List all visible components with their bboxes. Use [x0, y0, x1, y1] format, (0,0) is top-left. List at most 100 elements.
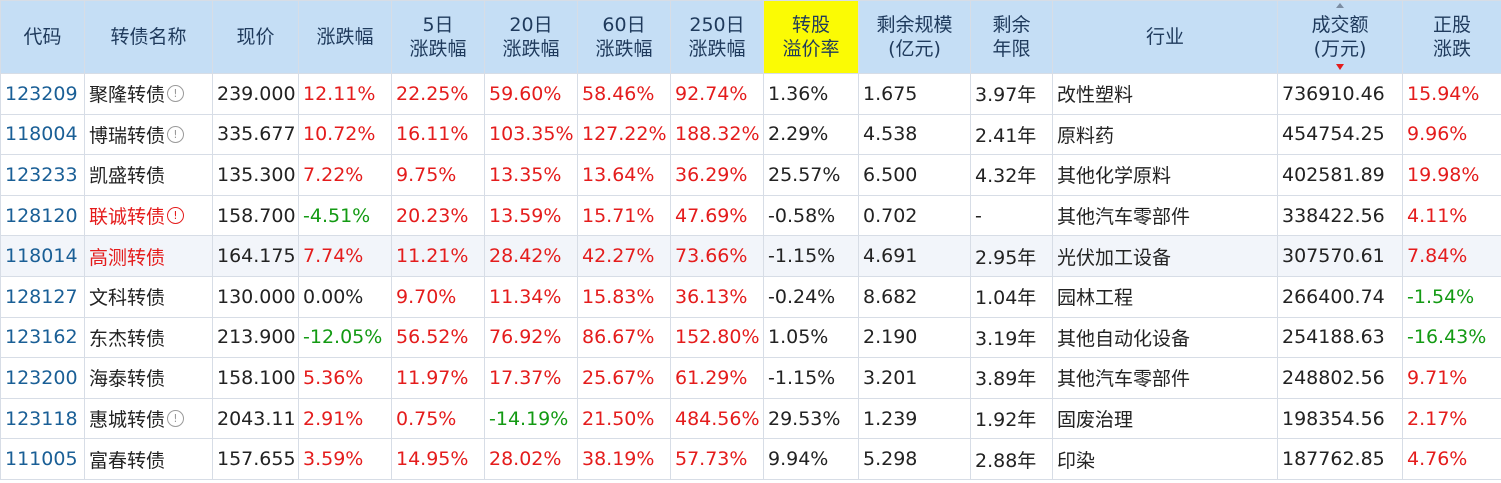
cell-name[interactable]: 文科转债: [84, 275, 213, 318]
cell-code[interactable]: 118014: [0, 235, 85, 277]
bond-name-link[interactable]: 富春转债: [89, 449, 166, 472]
cell-chg250: 152.80%: [670, 316, 764, 359]
bond-name-link[interactable]: 博瑞转债: [89, 124, 166, 147]
cell-volume: 187762.85: [1277, 438, 1403, 480]
bond-name-link[interactable]: 聚隆转债: [89, 84, 166, 107]
cell-code[interactable]: 111005: [0, 438, 85, 480]
cell-name[interactable]: 富春转债: [84, 438, 213, 480]
cell-name[interactable]: 聚隆转债!: [84, 73, 213, 115]
cell-code[interactable]: 123200: [0, 357, 85, 399]
bond-code-link[interactable]: 123162: [5, 326, 78, 349]
bond-name-link[interactable]: 惠城转债: [89, 409, 166, 432]
bond-code-link[interactable]: 123118: [5, 407, 78, 430]
table-row[interactable]: 128120 联诚转债! 158.700 -4.51% 20.23% 13.59% 15.7…: [0, 194, 1501, 237]
table-row[interactable]: 123209 聚隆转债! 239.000 12.11% 22.25% 59.60% 58.4…: [0, 73, 1501, 115]
header-term[interactable]: 剩余 年限: [970, 0, 1053, 74]
sort-up-icon[interactable]: [1336, 3, 1344, 8]
table-row[interactable]: 111005 富春转债 157.655 3.59% 14.95% 28.02% 38.19%…: [0, 438, 1501, 480]
cell-chg5: 16.11%: [391, 113, 485, 156]
bond-name-link[interactable]: 海泰转债: [89, 368, 166, 391]
header-volume[interactable]: 成交额 (万元): [1277, 0, 1403, 74]
bond-code-link[interactable]: 111005: [5, 448, 78, 471]
cell-name[interactable]: 博瑞转债!: [84, 113, 213, 156]
table-row[interactable]: 128127 文科转债 130.000 0.00% 9.70% 11.34% 15.83% 3…: [0, 275, 1501, 318]
header-chg20-line1: 20日: [509, 14, 553, 36]
scale-value: 3.201: [863, 366, 918, 389]
header-name[interactable]: 转债名称: [84, 0, 213, 74]
header-chg5[interactable]: 5日 涨跌幅: [391, 0, 485, 74]
cell-premium: 1.05%: [763, 316, 859, 359]
cell-name[interactable]: 海泰转债: [84, 357, 213, 399]
volume-value: 454754.25: [1282, 123, 1385, 146]
premium-value: 2.29%: [768, 123, 829, 146]
cell-change: 5.36%: [298, 357, 392, 399]
header-premium[interactable]: 转股 溢价率: [763, 0, 859, 74]
header-chg20[interactable]: 20日 涨跌幅: [484, 0, 578, 74]
table-body: 123209 聚隆转债! 239.000 12.11% 22.25% 59.60% 58.4…: [0, 73, 1501, 480]
cell-name[interactable]: 东杰转债: [84, 316, 213, 359]
cell-name[interactable]: 高测转债: [84, 235, 213, 277]
cell-name[interactable]: 联诚转债!: [84, 194, 213, 237]
info-icon[interactable]: !: [167, 410, 185, 428]
bond-name-link[interactable]: 高测转债: [89, 246, 166, 269]
table-row[interactable]: 123233 凯盛转债 135.300 7.22% 9.75% 13.35% 13.64% 3…: [0, 154, 1501, 196]
header-stock[interactable]: 正股 涨跌: [1402, 0, 1501, 74]
cell-chg5: 9.70%: [391, 275, 485, 318]
cell-code[interactable]: 123118: [0, 397, 85, 440]
header-price-label: 现价: [236, 26, 275, 48]
cell-stock: 2.17%: [1402, 397, 1501, 440]
warning-icon[interactable]: !: [167, 207, 185, 225]
bond-code-link[interactable]: 123233: [5, 163, 78, 186]
industry-value: 其他汽车零部件: [1057, 368, 1191, 391]
header-industry[interactable]: 行业: [1052, 0, 1278, 74]
chg5-value: 9.70%: [396, 285, 457, 308]
header-code[interactable]: 代码: [0, 0, 85, 74]
price-value: 158.700: [217, 204, 296, 227]
info-icon[interactable]: !: [167, 125, 185, 143]
bond-name-link[interactable]: 东杰转债: [89, 327, 166, 350]
cell-code[interactable]: 128127: [0, 275, 85, 318]
table-row[interactable]: 118004 博瑞转债! 335.677 10.72% 16.11% 103.35% 127…: [0, 113, 1501, 156]
bond-code-link[interactable]: 118014: [5, 245, 78, 268]
bond-code-link[interactable]: 118004: [5, 123, 78, 146]
cell-chg20: -14.19%: [484, 397, 578, 440]
chg5-value: 56.52%: [396, 326, 469, 349]
bond-code-link[interactable]: 123200: [5, 366, 78, 389]
cell-chg60: 127.22%: [577, 113, 671, 156]
header-scale[interactable]: 剩余规模 (亿元): [858, 0, 971, 74]
stock-value: 15.94%: [1407, 82, 1480, 105]
header-change[interactable]: 涨跌幅: [298, 0, 392, 74]
bond-name-link[interactable]: 凯盛转债: [89, 165, 166, 188]
cell-stock: 19.98%: [1402, 154, 1501, 196]
cell-code[interactable]: 128120: [0, 194, 85, 237]
cell-name[interactable]: 凯盛转债: [84, 154, 213, 196]
sort-down-icon[interactable]: [1336, 64, 1344, 70]
header-chg60-line2: 涨跌幅: [595, 38, 653, 60]
table-row[interactable]: 123118 惠城转债! 2043.11 2.91% 0.75% -14.19% 21.50…: [0, 397, 1501, 440]
bond-code-link[interactable]: 123209: [5, 82, 78, 105]
table-row[interactable]: 123200 海泰转债 158.100 5.36% 11.97% 17.37% 25.67%…: [0, 357, 1501, 399]
cell-volume: 736910.46: [1277, 73, 1403, 115]
table-row[interactable]: 123162 东杰转债 213.900 -12.05% 56.52% 76.92% 86.6…: [0, 316, 1501, 359]
bond-code-link[interactable]: 128120: [5, 204, 78, 227]
info-icon[interactable]: !: [167, 85, 185, 103]
cell-code[interactable]: 123162: [0, 316, 85, 359]
header-chg60[interactable]: 60日 涨跌幅: [577, 0, 671, 74]
cell-price: 213.900: [212, 316, 299, 359]
cell-term: 2.95年: [970, 235, 1053, 277]
cell-code[interactable]: 123209: [0, 73, 85, 115]
header-chg250[interactable]: 250日 涨跌幅: [670, 0, 764, 74]
bond-code-link[interactable]: 128127: [5, 285, 78, 308]
industry-value: 光伏加工设备: [1057, 246, 1172, 269]
cell-volume: 338422.56: [1277, 194, 1403, 237]
chg250-value: 61.29%: [675, 366, 748, 389]
bond-name-link[interactable]: 文科转债: [89, 287, 166, 310]
cell-code[interactable]: 123233: [0, 154, 85, 196]
cell-name[interactable]: 惠城转债!: [84, 397, 213, 440]
cell-code[interactable]: 118004: [0, 113, 85, 156]
table-row[interactable]: 118014 高测转债 164.175 7.74% 11.21% 28.42% 42.27%…: [0, 235, 1501, 277]
bond-name-link[interactable]: 联诚转债: [89, 206, 166, 229]
header-price[interactable]: 现价: [212, 0, 299, 74]
cell-industry: 原料药: [1052, 113, 1278, 156]
cell-volume: 266400.74: [1277, 275, 1403, 318]
